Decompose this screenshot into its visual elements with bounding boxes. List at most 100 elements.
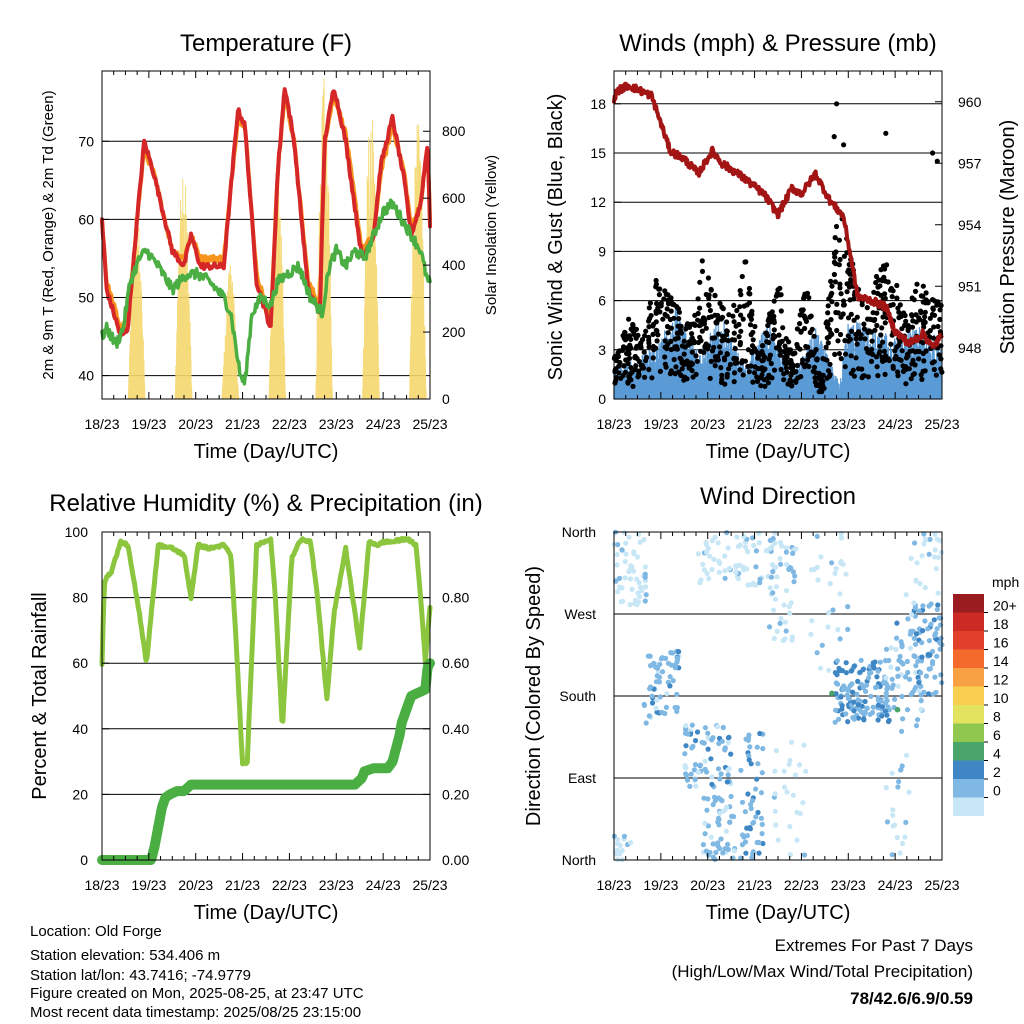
station-info: Location: Old Forge Station elevation: 5… [30, 923, 364, 1021]
gust-point [770, 315, 776, 321]
wind-direction-point [637, 584, 644, 590]
wind-direction-point [742, 544, 749, 550]
wind-direction-point [753, 564, 759, 570]
gust-point [675, 323, 681, 329]
wind-direction-point [875, 668, 881, 674]
wind-direction-point [674, 691, 680, 697]
wind-direction-point [938, 672, 944, 678]
wind-direction-point [617, 584, 623, 590]
gust-point [902, 322, 908, 328]
gust-point [699, 268, 706, 274]
wind-direction-point [836, 716, 842, 722]
wind-direction-point [773, 822, 779, 828]
wind-direction-point [767, 585, 773, 591]
gust-point [689, 331, 695, 337]
gust-point [755, 354, 762, 360]
wind-direction-point [615, 589, 621, 595]
temperature-plot-frame [101, 70, 431, 400]
humidity-ytick-label: 40 [72, 721, 88, 737]
colorbar-swatch [953, 723, 984, 742]
wind-direction-point [849, 689, 856, 695]
wind-direction-point [900, 840, 906, 847]
wind-direction-point [720, 850, 726, 856]
temperature-xtick-label: 18/23 [84, 416, 119, 432]
gust-point [643, 328, 649, 334]
gust-point [754, 374, 760, 380]
gust-point [875, 373, 881, 379]
insolation-ytick-label: 200 [442, 324, 466, 340]
colorbar-swatch [953, 797, 984, 816]
gust-point [894, 295, 900, 301]
wind-direction-point [835, 681, 841, 687]
gust-point [833, 223, 840, 230]
wind-direction-point [835, 627, 841, 633]
gust-point [880, 314, 886, 320]
gust-point [899, 348, 905, 354]
wind-direction-xtick-label: 24/23 [878, 877, 913, 893]
extremes-summary: Extremes For Past 7 Days (High/Low/Max W… [672, 936, 973, 1008]
wind-direction-point [814, 533, 820, 540]
wind-direction-point [913, 577, 919, 583]
gust-point [717, 344, 723, 350]
wind-direction-point [922, 585, 928, 591]
wind-direction-point [771, 635, 778, 642]
wind-direction-point [716, 816, 722, 823]
gust-point [832, 279, 839, 285]
gust-point [823, 344, 829, 350]
gust-point [854, 341, 860, 347]
wind-direction-point [627, 602, 633, 608]
wind-direction-point [870, 660, 876, 666]
wind-direction-point [928, 621, 934, 627]
precip-ytick-label: 0.60 [442, 655, 469, 671]
wind-direction-point [642, 598, 648, 604]
humidity-ticks: 18/23 19/23 20/23 21/23 22/23 23/23 24/23 25/23… [65, 524, 470, 893]
wind-direction-point [642, 574, 648, 580]
temperature-title: Temperature (F) [180, 30, 352, 57]
wind-direction-point [653, 664, 659, 670]
wind-direction-point [667, 683, 673, 689]
gust-point [783, 358, 789, 364]
pressure-line [612, 81, 944, 349]
wind-direction-point [614, 562, 620, 568]
gust-point [777, 347, 783, 354]
wind-direction-point [715, 540, 721, 546]
wind-direction-point [738, 767, 744, 773]
wind-direction-point [772, 808, 778, 814]
gust-point [895, 369, 901, 375]
gust-point [797, 321, 803, 327]
gust-point [713, 319, 719, 325]
wind-direction-point [912, 653, 918, 660]
wind-direction-point [619, 848, 625, 854]
gust-point [788, 357, 794, 364]
gust-point [897, 302, 903, 308]
wind-direction-point [826, 667, 832, 673]
wind-direction-ytick-label: South [559, 688, 596, 704]
gust-point [767, 352, 774, 358]
wind-direction-point [772, 540, 778, 546]
insolation-ylabel: Solar Insolation (Yellow) [483, 155, 500, 315]
wind-direction-point [917, 581, 923, 587]
gust-point [905, 353, 911, 359]
wind-direction-point [657, 694, 663, 700]
wind-direction-point [738, 855, 744, 861]
wind-direction-panel: Wind Direction 18/23 19/23 20/23 21/23 22/23… [523, 483, 1019, 924]
wind-direction-point [748, 805, 754, 812]
wind-direction-point [814, 650, 820, 656]
wind-direction-point [704, 769, 710, 775]
gust-point [731, 302, 737, 308]
insolation-trace [221, 265, 240, 400]
gust-point [646, 366, 652, 373]
gust-point [877, 343, 883, 349]
gust-point [701, 349, 707, 355]
t2-line [100, 87, 432, 337]
gust-point [828, 317, 834, 323]
gust-point [844, 281, 850, 287]
gust-point [619, 347, 626, 353]
colorbar-swatch [953, 594, 984, 613]
gust-point [916, 356, 922, 362]
wind-direction-point [772, 768, 778, 774]
wind-direction-point [619, 547, 625, 553]
gust-point [731, 379, 737, 385]
wind-direction-point [670, 678, 676, 684]
wind-direction-point [725, 767, 731, 773]
